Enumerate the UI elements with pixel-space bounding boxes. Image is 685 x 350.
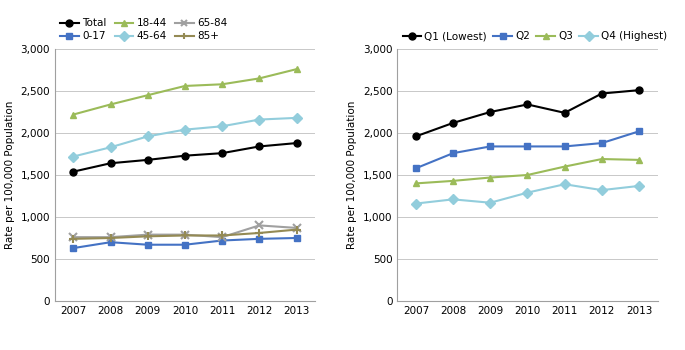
Y-axis label: Rate per 100,000 Population: Rate per 100,000 Population — [347, 101, 358, 249]
Legend: Q1 (Lowest), Q2, Q3, Q4 (Highest): Q1 (Lowest), Q2, Q3, Q4 (Highest) — [403, 31, 667, 41]
Y-axis label: Rate per 100,000 Population: Rate per 100,000 Population — [5, 101, 15, 249]
Legend: Total, 0-17, 18-44, 45-64, 65-84, 85+: Total, 0-17, 18-44, 45-64, 65-84, 85+ — [60, 18, 227, 41]
